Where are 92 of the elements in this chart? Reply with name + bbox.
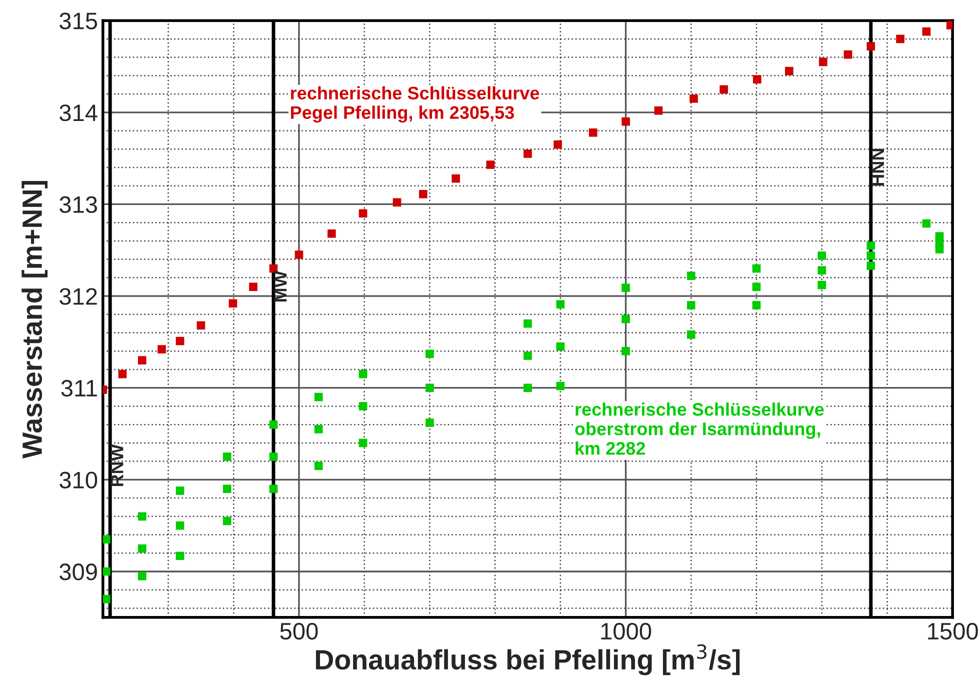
point [690,94,698,103]
point [314,462,323,470]
point [720,85,728,94]
point [524,384,532,392]
point [818,280,826,290]
y-tick-label: 310 [60,472,98,488]
y-tick-label: 313 [60,196,98,214]
point [866,251,876,260]
point [752,301,761,310]
point [622,346,630,356]
point [426,350,434,358]
point [622,284,630,292]
point [314,425,323,434]
point [249,282,258,292]
point [622,314,630,324]
point [294,250,304,259]
point [524,319,532,328]
point [358,402,368,410]
point [138,512,146,521]
x-tick-label: 1000 [601,622,652,640]
point [686,301,696,310]
point [314,392,323,402]
x-axis-title: Donauabfluss bei Pfelling [m$^{3}$/s] [316,644,740,676]
point [269,452,278,461]
point [524,150,532,158]
point [358,370,368,378]
point [176,486,184,495]
point [922,27,931,36]
x-tick-label: 500 [280,622,318,640]
point [452,174,460,183]
point [866,42,876,50]
point [896,34,904,44]
point [392,198,402,207]
point [176,336,184,346]
y-tick-label: 312 [60,288,97,305]
point [686,272,696,280]
point [818,251,826,260]
point [118,370,127,378]
y-tick-label: 311 [61,380,97,397]
point [102,535,110,544]
point [176,521,184,530]
point [556,342,565,351]
point [102,567,110,576]
annotation: rechnerische Schlüsselkurve oberstrom der Isarmündung, km 2282 [575,402,824,455]
point [358,209,368,218]
ref-line-label: MW [274,270,287,302]
point [486,160,495,169]
point [556,300,565,308]
point [222,452,232,461]
point [866,262,876,270]
point [269,420,278,429]
x-tick-label: 1500 [928,622,978,640]
y-tick-label: 314 [60,104,98,122]
y-axis-title: Wasserstand [m+NN] [22,180,48,459]
point [327,229,336,238]
point [176,552,184,560]
point [784,66,794,76]
point [818,58,828,66]
point [222,484,232,494]
point [818,266,826,274]
point [228,299,238,308]
point [935,245,944,254]
point [752,282,761,292]
point [524,352,532,360]
point [426,384,434,392]
point [556,382,565,390]
annotation: rechnerische Schlüsselkurve Pegel Pfelling, km 2305,53 [291,86,540,123]
point [196,321,206,330]
point [269,484,278,494]
point [752,264,761,273]
point [358,438,368,448]
y-tick-label: 315 [60,12,98,30]
point [138,572,146,580]
point [158,345,166,354]
point [654,106,663,115]
point [138,356,146,364]
point [588,128,598,137]
point [622,117,630,126]
point [138,544,146,553]
point [102,594,110,604]
point [752,75,762,84]
point [554,140,562,149]
ref-line-label: HNN [872,148,884,186]
point [418,190,428,198]
point [222,516,232,526]
point [922,219,931,228]
y-tick-label: 309 [60,564,97,580]
point [866,241,876,250]
point [844,50,852,59]
point [426,418,434,427]
ref-line-label: RNW [110,444,124,486]
point [686,330,696,339]
